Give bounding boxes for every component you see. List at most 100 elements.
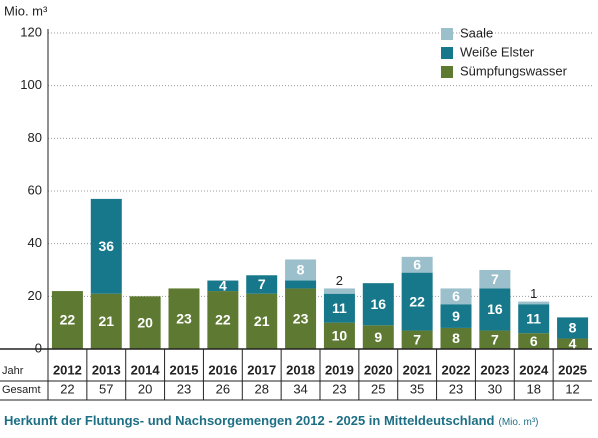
- bar-segment: [323, 293, 355, 323]
- bar-segment: [557, 317, 589, 339]
- bar-segment: [246, 275, 278, 294]
- y-axis-label: Mio. m³: [4, 3, 48, 18]
- y-tick-label: 40: [28, 235, 42, 250]
- data-label: 7: [258, 276, 266, 292]
- data-label: 6: [530, 333, 538, 349]
- bar-segment: [90, 293, 122, 349]
- total-label: 34: [293, 381, 307, 396]
- bar-segment: [168, 288, 200, 349]
- data-label: 8: [452, 330, 460, 346]
- legend-swatch: [441, 47, 453, 59]
- y-tick-label: 100: [20, 77, 42, 92]
- data-label: 9: [452, 308, 460, 324]
- bar-segment: [479, 270, 511, 289]
- y-tick-label: 80: [28, 130, 42, 145]
- data-label: 16: [487, 301, 503, 317]
- data-label: 7: [491, 331, 499, 347]
- bar-segment: [207, 280, 239, 292]
- data-label: 7: [413, 331, 421, 347]
- chart-title: Herkunft der Flutungs- und Nachsorgemeng…: [4, 413, 538, 428]
- data-label: 9: [374, 329, 382, 345]
- title-text: Herkunft der Flutungs- und Nachsorgemeng…: [4, 413, 495, 428]
- data-label: 22: [60, 312, 76, 328]
- bar-segment: [518, 304, 550, 334]
- data-label: 7: [491, 271, 499, 287]
- data-label: 4: [569, 335, 577, 351]
- bar-segment: [323, 288, 355, 294]
- total-label: 28: [254, 381, 268, 396]
- x-tick-label: 2023: [480, 362, 509, 377]
- bar-segment: [518, 333, 550, 349]
- bar-segment: [129, 296, 161, 349]
- data-label: 23: [176, 310, 192, 326]
- x-tick-label: 2020: [364, 362, 393, 377]
- total-label: 23: [449, 381, 463, 396]
- data-label: 10: [332, 328, 348, 344]
- data-label: 22: [215, 312, 231, 328]
- x-tick-label: 2024: [519, 362, 549, 377]
- row-label: Gesamt: [2, 384, 41, 396]
- data-label: 6: [413, 256, 421, 272]
- total-label: 23: [332, 381, 346, 396]
- x-tick-label: 2013: [92, 362, 121, 377]
- data-label: 16: [370, 296, 386, 312]
- bar-segment: [440, 288, 472, 305]
- data-label: 21: [254, 313, 270, 329]
- data-label: 22: [409, 293, 425, 309]
- x-tick-label: 2018: [286, 362, 315, 377]
- total-label: 23: [177, 381, 191, 396]
- legend-label: Saale: [460, 25, 493, 40]
- x-tick-label: 2015: [170, 362, 199, 377]
- legend-label: Sümpfungswasser: [460, 63, 568, 78]
- data-label: 2: [336, 273, 343, 288]
- bar-segment: [285, 259, 317, 281]
- x-tick-label: 2019: [325, 362, 354, 377]
- y-tick-label: 120: [20, 24, 42, 39]
- data-label: 21: [98, 313, 114, 329]
- x-tick-label: 2022: [442, 362, 471, 377]
- data-label: 6: [452, 288, 460, 304]
- bar-segment: [90, 198, 122, 294]
- bar-segment: [362, 283, 394, 326]
- title-unit: (Mio. m³): [498, 417, 538, 428]
- legend-label: Weiße Elster: [460, 44, 535, 59]
- bar-segment: [285, 280, 317, 289]
- total-label: 35: [410, 381, 424, 396]
- x-tick-label: 2021: [403, 362, 432, 377]
- data-label: 8: [569, 320, 577, 336]
- total-label: 22: [60, 381, 74, 396]
- data-label: 36: [98, 238, 114, 254]
- bar-segment: [557, 338, 589, 349]
- total-label: 25: [371, 381, 385, 396]
- data-label: 11: [332, 300, 347, 316]
- y-tick-label: 0: [35, 340, 42, 355]
- x-tick-label: 2017: [247, 362, 276, 377]
- bar-segment: [51, 291, 83, 349]
- bar-segment: [207, 291, 239, 349]
- x-tick-label: 2025: [558, 362, 587, 377]
- data-label: 20: [137, 314, 153, 330]
- data-label: 4: [219, 278, 227, 294]
- total-label: 26: [216, 381, 230, 396]
- bar-segment: [362, 325, 394, 349]
- x-tick-label: 2012: [53, 362, 82, 377]
- data-label: 1: [530, 286, 537, 301]
- bar-segment: [440, 304, 472, 328]
- x-tick-label: 2014: [131, 362, 161, 377]
- total-label: 18: [526, 381, 540, 396]
- legend-swatch: [441, 66, 453, 78]
- bar-segment: [401, 272, 433, 331]
- bar-segment: [285, 288, 317, 349]
- total-label: 20: [138, 381, 152, 396]
- data-label: 23: [293, 310, 309, 326]
- bar-segment: [518, 301, 550, 305]
- y-tick-label: 20: [28, 288, 42, 303]
- data-label: 8: [297, 262, 305, 278]
- bar-segment: [323, 322, 355, 349]
- bar-segment: [479, 330, 511, 349]
- bar-segment: [401, 256, 433, 273]
- total-label: 57: [99, 381, 113, 396]
- bar-segment: [440, 327, 472, 349]
- bar-segment: [401, 330, 433, 349]
- x-tick-label: 2016: [208, 362, 237, 377]
